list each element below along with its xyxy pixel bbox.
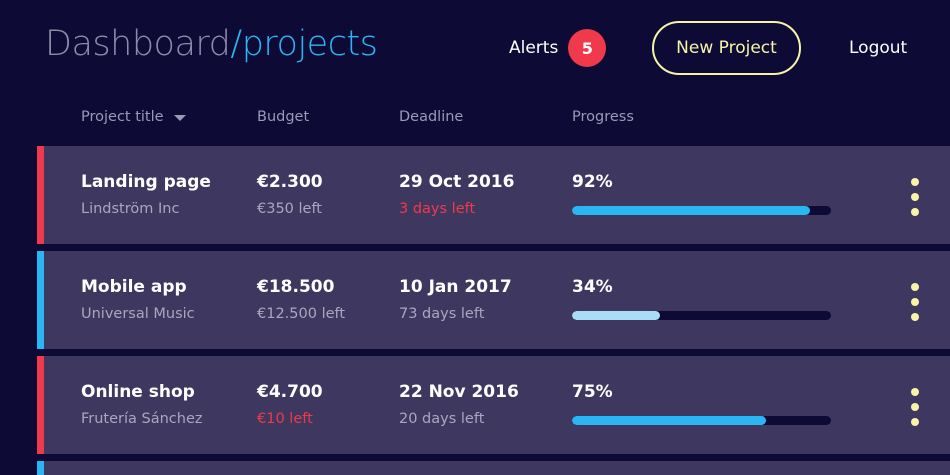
alerts-count-badge: 5: [568, 29, 607, 67]
row-accent: [37, 251, 44, 349]
project-deadline: 29 Oct 2016: [399, 172, 515, 192]
page-title: Dashboard/projects: [45, 24, 378, 64]
alerts-button[interactable]: Alerts 5: [509, 29, 607, 67]
project-client: Universal Music: [81, 306, 195, 322]
project-client: Frutería Sánchez: [81, 411, 203, 427]
brand-slash: /: [230, 24, 242, 64]
alerts-label: Alerts: [509, 38, 559, 58]
row-menu-icon[interactable]: [905, 388, 925, 426]
progress-bar-fill: [572, 311, 661, 320]
project-budget-left: €12.500 left: [257, 306, 346, 322]
column-header-title[interactable]: Project title: [81, 109, 186, 125]
row-accent: [37, 356, 44, 454]
project-row[interactable]: Mobile app Universal Music €18.500 €12.5…: [37, 251, 950, 349]
project-budget-left: €350 left: [257, 201, 322, 217]
progress-bar-fill: [572, 206, 811, 215]
project-budget: €18.500: [257, 277, 335, 297]
row-accent: [37, 146, 44, 244]
row-menu-icon[interactable]: [905, 178, 925, 216]
project-deadline: 22 Nov 2016: [399, 382, 519, 402]
project-row[interactable]: Landing page Lindström Inc €2.300 €350 l…: [37, 146, 950, 244]
project-title: Landing page: [81, 172, 211, 192]
row-menu-icon[interactable]: [905, 283, 925, 321]
project-days-left: 73 days left: [399, 306, 485, 322]
progress-bar: [572, 416, 831, 425]
project-progress-label: 34%: [572, 277, 613, 297]
column-header-progress: Progress: [572, 109, 634, 125]
new-project-button[interactable]: New Project: [652, 21, 801, 75]
project-row-partial[interactable]: [37, 461, 950, 475]
column-header-title-label: Project title: [81, 109, 164, 125]
project-title: Mobile app: [81, 277, 187, 297]
progress-bar: [572, 311, 831, 320]
project-title: Online shop: [81, 382, 195, 402]
project-deadline: 10 Jan 2017: [399, 277, 512, 297]
project-progress-label: 92%: [572, 172, 613, 192]
project-client: Lindström Inc: [81, 201, 180, 217]
brand-main: Dashboard: [45, 24, 231, 64]
sort-down-icon: [173, 115, 186, 121]
column-header-budget: Budget: [257, 109, 310, 125]
brand-section: projects: [241, 24, 378, 64]
project-days-left: 20 days left: [399, 411, 485, 427]
project-days-left: 3 days left: [399, 201, 476, 217]
progress-bar: [572, 206, 831, 215]
project-row[interactable]: Online shop Frutería Sánchez €4.700 €10 …: [37, 356, 950, 454]
row-accent: [37, 461, 44, 475]
project-budget: €2.300: [257, 172, 323, 192]
column-header-deadline: Deadline: [399, 109, 464, 125]
logout-link[interactable]: Logout: [849, 38, 908, 58]
project-budget: €4.700: [257, 382, 323, 402]
project-budget-left: €10 left: [257, 411, 313, 427]
progress-bar-fill: [572, 416, 767, 425]
project-progress-label: 75%: [572, 382, 613, 402]
